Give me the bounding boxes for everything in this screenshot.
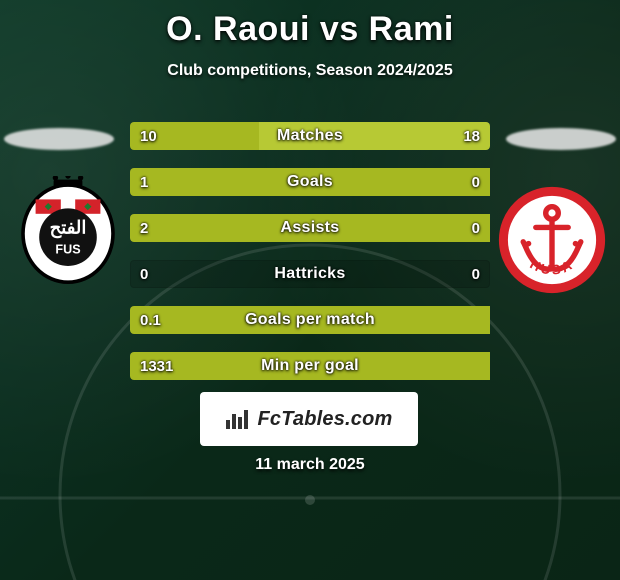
site-name: FcTables.com — [257, 408, 392, 431]
stat-row: 1331Min per goal — [130, 352, 490, 380]
stat-label: Min per goal — [130, 357, 490, 375]
stat-value-right: 0 — [472, 174, 480, 191]
page-subtitle: Club competitions, Season 2024/2025 — [0, 62, 620, 80]
crest-left-arabic: الفتح — [50, 218, 87, 239]
footer-date: 11 march 2025 — [0, 456, 620, 474]
site-badge[interactable]: FcTables.com — [200, 392, 418, 446]
page-title: O. Raoui vs Rami — [0, 10, 620, 49]
player-spot-right — [506, 128, 616, 150]
bars-icon — [225, 408, 251, 430]
stat-row: 0Hattricks0 — [130, 260, 490, 288]
stat-label: Assists — [130, 219, 490, 237]
stat-row: 0.1Goals per match — [130, 306, 490, 334]
stat-row: 2Assists0 — [130, 214, 490, 242]
stat-label: Hattricks — [130, 265, 490, 283]
club-crest-left: الفتح FUS — [14, 176, 122, 284]
stat-value-right: 18 — [463, 128, 480, 145]
stat-label: Goals per match — [130, 311, 490, 329]
crest-left-abbr: FUS — [55, 242, 80, 256]
stats-table: 10Matches181Goals02Assists00Hattricks00.… — [130, 122, 490, 398]
stat-row: 10Matches18 — [130, 122, 490, 150]
stat-row: 1Goals0 — [130, 168, 490, 196]
club-crest-right: HUSA — [498, 186, 606, 294]
stat-value-right: 0 — [472, 220, 480, 237]
stat-label: Goals — [130, 173, 490, 191]
player-spot-left — [4, 128, 114, 150]
stat-label: Matches — [130, 127, 490, 145]
stat-value-right: 0 — [472, 266, 480, 283]
